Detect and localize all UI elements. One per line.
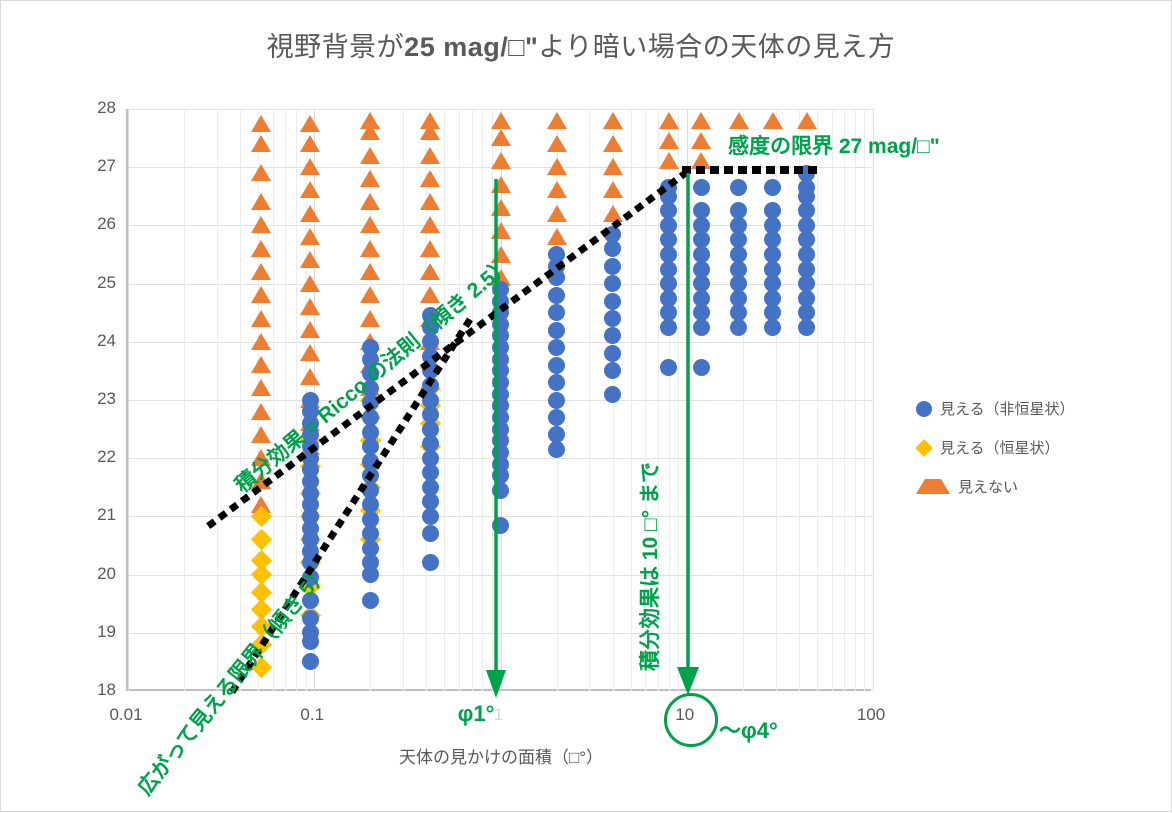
gridline-vertical [678,109,680,691]
phi1-arrow-head [486,670,506,698]
chart-title-bold: 25 mag/□" [404,32,539,62]
y-tick-label: 25 [97,272,116,292]
gridline-vertical [657,109,659,691]
y-tick-label: 18 [97,680,116,699]
legend-label: 見える（非恒星状） [940,401,1075,418]
gridline-vertical [645,109,647,691]
gridline-vertical [844,109,846,691]
gridline-vertical [128,109,129,691]
legend-label: 見えない [958,479,1019,496]
y-tick-label: 26 [97,214,116,234]
gridline-vertical [184,109,186,691]
y-tick-label: 24 [97,330,116,350]
y-tick-label: 22 [97,447,116,467]
gridline-vertical [216,109,218,691]
legend-item-2[interactable]: 見えない [916,467,1166,506]
sensitivity-limit-annotation: 感度の限界 27 mag/□" [728,135,940,158]
gridline-vertical [854,109,856,691]
gridline-vertical [798,109,800,691]
chart-title-pre: 視野背景が [266,32,405,62]
legend-item-0[interactable]: 見える（非恒星状） [916,389,1166,428]
legend-marker-circle-icon [916,400,932,417]
chart-title: 視野背景が25 mag/□"より暗い場合の天体の見え方 [1,25,1161,64]
gridline-vertical [816,109,818,691]
legend-marker-diamond-icon [915,438,933,457]
gridline-vertical [240,109,242,691]
gridline-vertical [459,109,461,691]
chart-title-post: より暗い場合の天体の見え方 [538,32,896,62]
y-tick-label: 19 [97,621,116,641]
gridline-vertical [482,109,484,691]
integration-limit-annotation: 積分効果は 10 □° まで [639,462,662,671]
legend-marker-triangle-icon [916,479,950,494]
x-tick-label: 0.01 [109,705,143,724]
gridline-vertical [873,109,874,691]
x-tick-label: 100 [856,705,886,724]
gridline-vertical [630,109,632,691]
gridline-vertical [742,109,744,691]
gridline-vertical [296,109,298,691]
gridline-vertical [831,109,833,691]
gridline-vertical [285,109,287,691]
x-tick-label: 1 [493,705,504,724]
x-tick-label: 0.1 [300,705,325,724]
chart-legend: 見える（非恒星状） 見える（恒星状） 見えない [915,389,1166,506]
integration-arrow-head [677,667,699,695]
x-axis-title: 天体の見かけの面積（□°） [398,748,604,767]
y-tick-label: 20 [97,563,116,583]
ten-highlight-circle [664,693,718,747]
y-tick-label: 28 [97,98,116,117]
gridline-vertical [471,109,473,691]
gridline-vertical [775,109,777,691]
y-tick-label: 27 [97,156,116,176]
y-tick-label: 21 [97,505,116,525]
gridline-vertical [258,109,260,691]
gridline-vertical [589,109,591,691]
gridline-vertical [272,109,274,691]
y-tick-label: 23 [97,389,116,408]
legend-item-1[interactable]: 見える（恒星状） [915,428,1166,467]
slope-2point5-line [206,164,696,529]
phi4-annotation: 〜φ4° [719,718,778,743]
gridline-vertical [668,109,670,691]
legend-label: 見える（恒星状） [940,440,1060,457]
phi1-annotation: φ1° [457,701,495,726]
gridline-vertical [403,109,405,691]
gridline-vertical [864,109,866,691]
